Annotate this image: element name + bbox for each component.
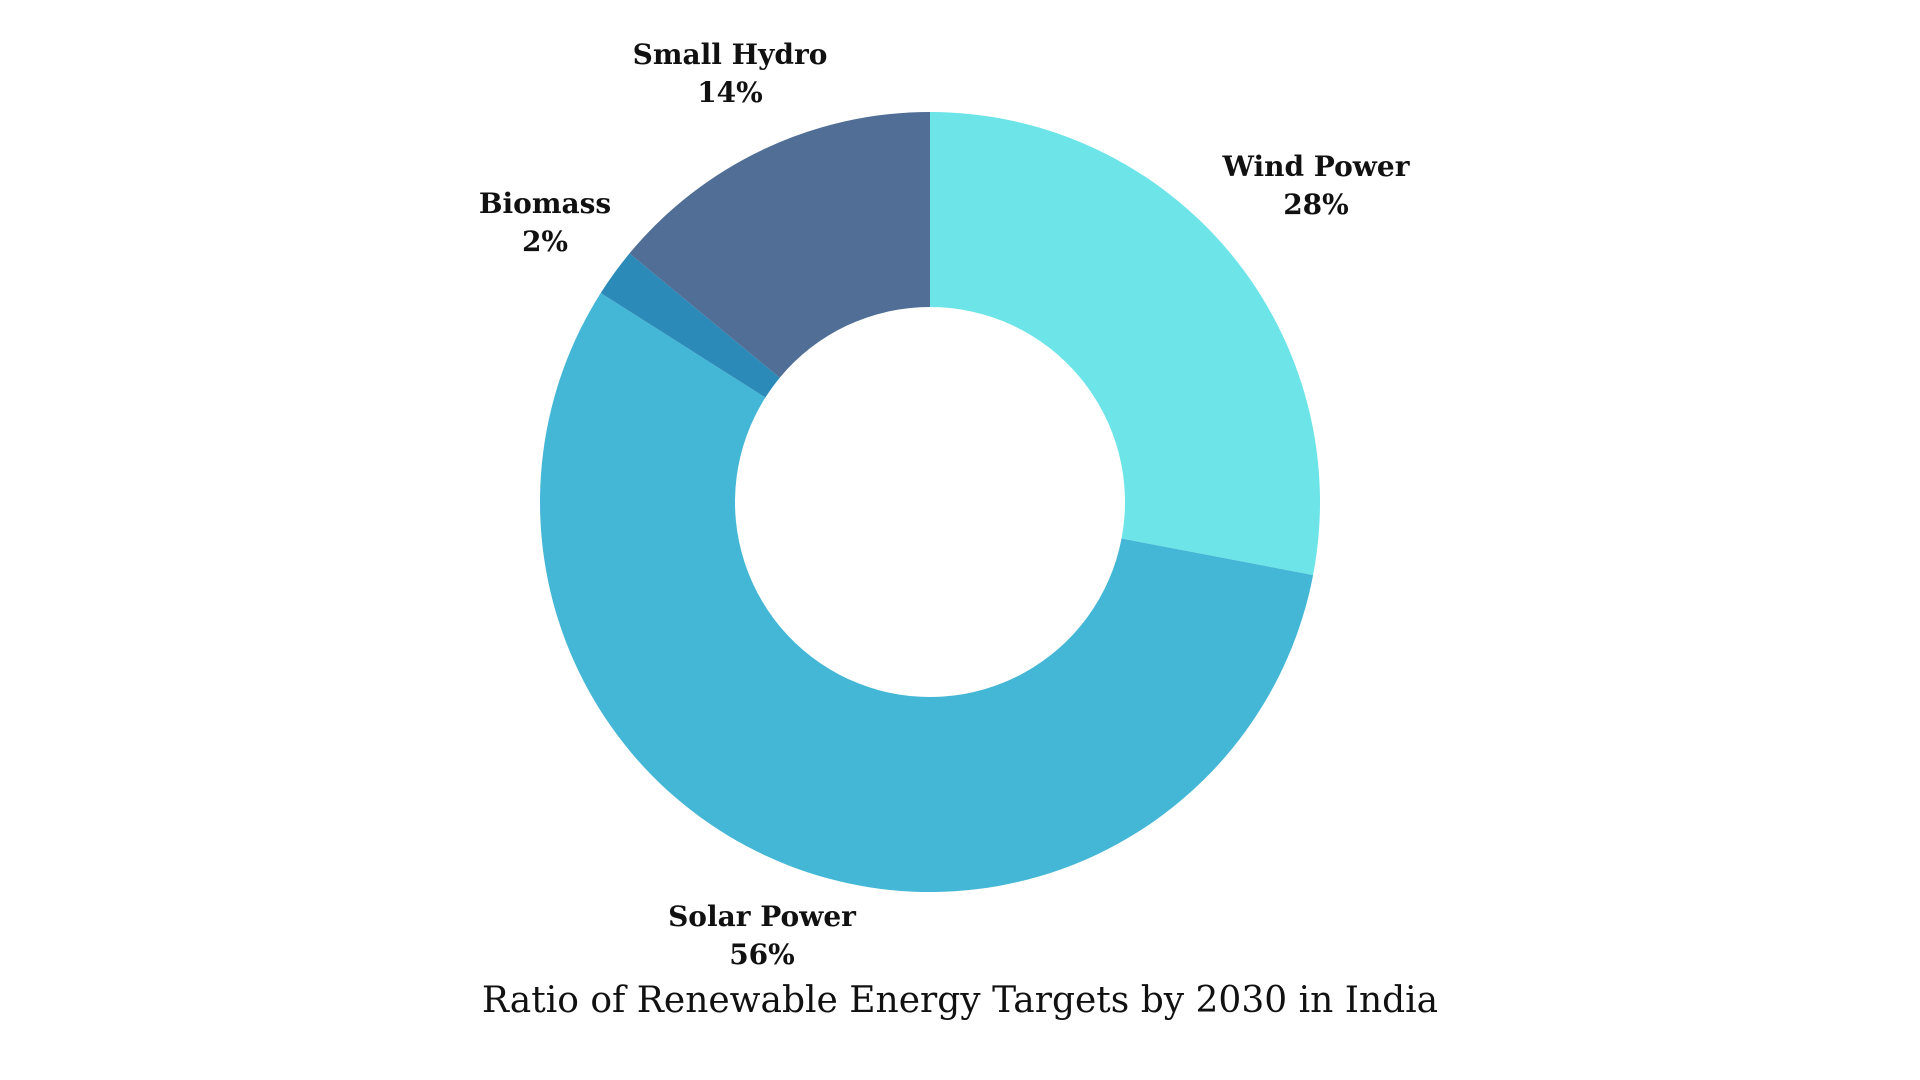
- slice-value-wind-power: 28%: [1283, 188, 1349, 221]
- chart-title: Ratio of Renewable Energy Targets by 203…: [482, 980, 1438, 1021]
- slice-biomass: [600, 253, 780, 398]
- slice-label-small-hydro: Small Hydro: [633, 38, 828, 71]
- slice-solar-power: [540, 293, 1314, 892]
- slice-label-solar-power: Solar Power: [668, 900, 857, 933]
- donut-slices: [540, 112, 1320, 892]
- slice-small-hydro: [629, 112, 930, 378]
- slice-labels: Wind Power 28% Solar Power 56% Biomass 2% Smal…: [479, 38, 1411, 971]
- slice-wind-power: [930, 112, 1320, 576]
- slice-label-biomass: Biomass: [479, 187, 611, 220]
- slice-label-wind-power: Wind Power: [1222, 150, 1411, 183]
- slice-value-small-hydro: 14%: [697, 76, 763, 109]
- slice-value-solar-power: 56%: [729, 938, 795, 971]
- slice-value-biomass: 2%: [522, 225, 568, 258]
